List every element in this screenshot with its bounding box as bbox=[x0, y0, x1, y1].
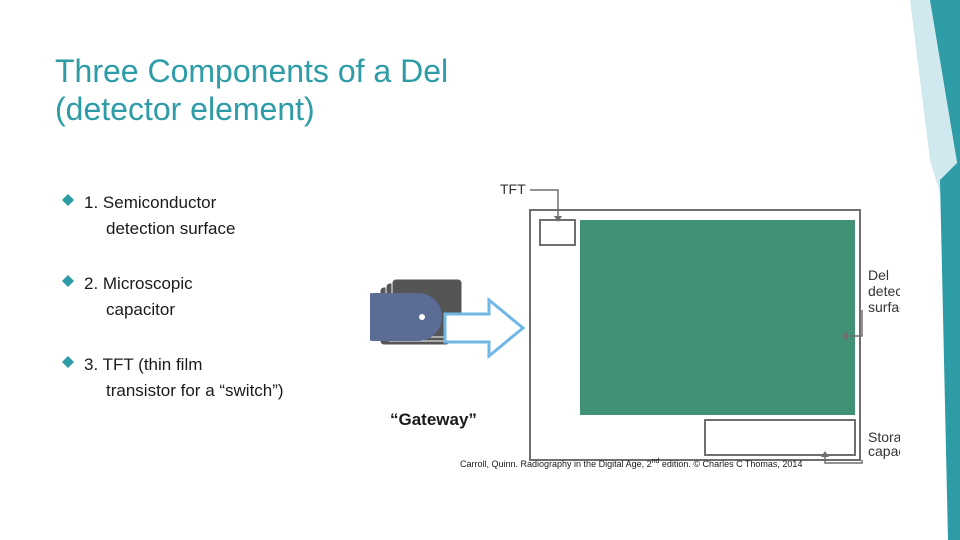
citation-text: Carroll, Quinn. Radiography in the Digit… bbox=[460, 458, 920, 469]
title-line-2: (detector element) bbox=[55, 91, 315, 127]
gateway-label: “Gateway” bbox=[390, 410, 477, 430]
tft-label: TFT bbox=[500, 181, 526, 197]
del-diagram: TFT Del detector surface Storage capacit… bbox=[370, 180, 900, 480]
bullet-list: 1. Semiconductor detection surface 2. Mi… bbox=[62, 190, 352, 433]
del-surface-label: Del bbox=[868, 267, 889, 283]
tft-box bbox=[540, 220, 575, 245]
list-item: 3. TFT (thin film transistor for a “swit… bbox=[62, 352, 352, 403]
storage-capacitor-box bbox=[705, 420, 855, 455]
bullet-text: 3. TFT (thin film transistor for a “swit… bbox=[84, 352, 284, 403]
diamond-icon bbox=[62, 275, 74, 287]
bullet-text: 2. Microscopic capacitor bbox=[84, 271, 193, 322]
del-surface-label: surface bbox=[868, 299, 900, 315]
diamond-icon bbox=[62, 194, 74, 206]
storage-label: capacitor bbox=[868, 443, 900, 459]
diamond-icon bbox=[62, 356, 74, 368]
slide-title: Three Components of a Del (detector elem… bbox=[55, 52, 448, 129]
tft-arrow-icon bbox=[530, 190, 558, 216]
title-line-1: Three Components of a Del bbox=[55, 53, 448, 89]
detector-surface bbox=[580, 220, 855, 415]
list-item: 2. Microscopic capacitor bbox=[62, 271, 352, 322]
list-item: 1. Semiconductor detection surface bbox=[62, 190, 352, 241]
del-surface-label: detector bbox=[868, 283, 900, 299]
bullet-text: 1. Semiconductor detection surface bbox=[84, 190, 235, 241]
